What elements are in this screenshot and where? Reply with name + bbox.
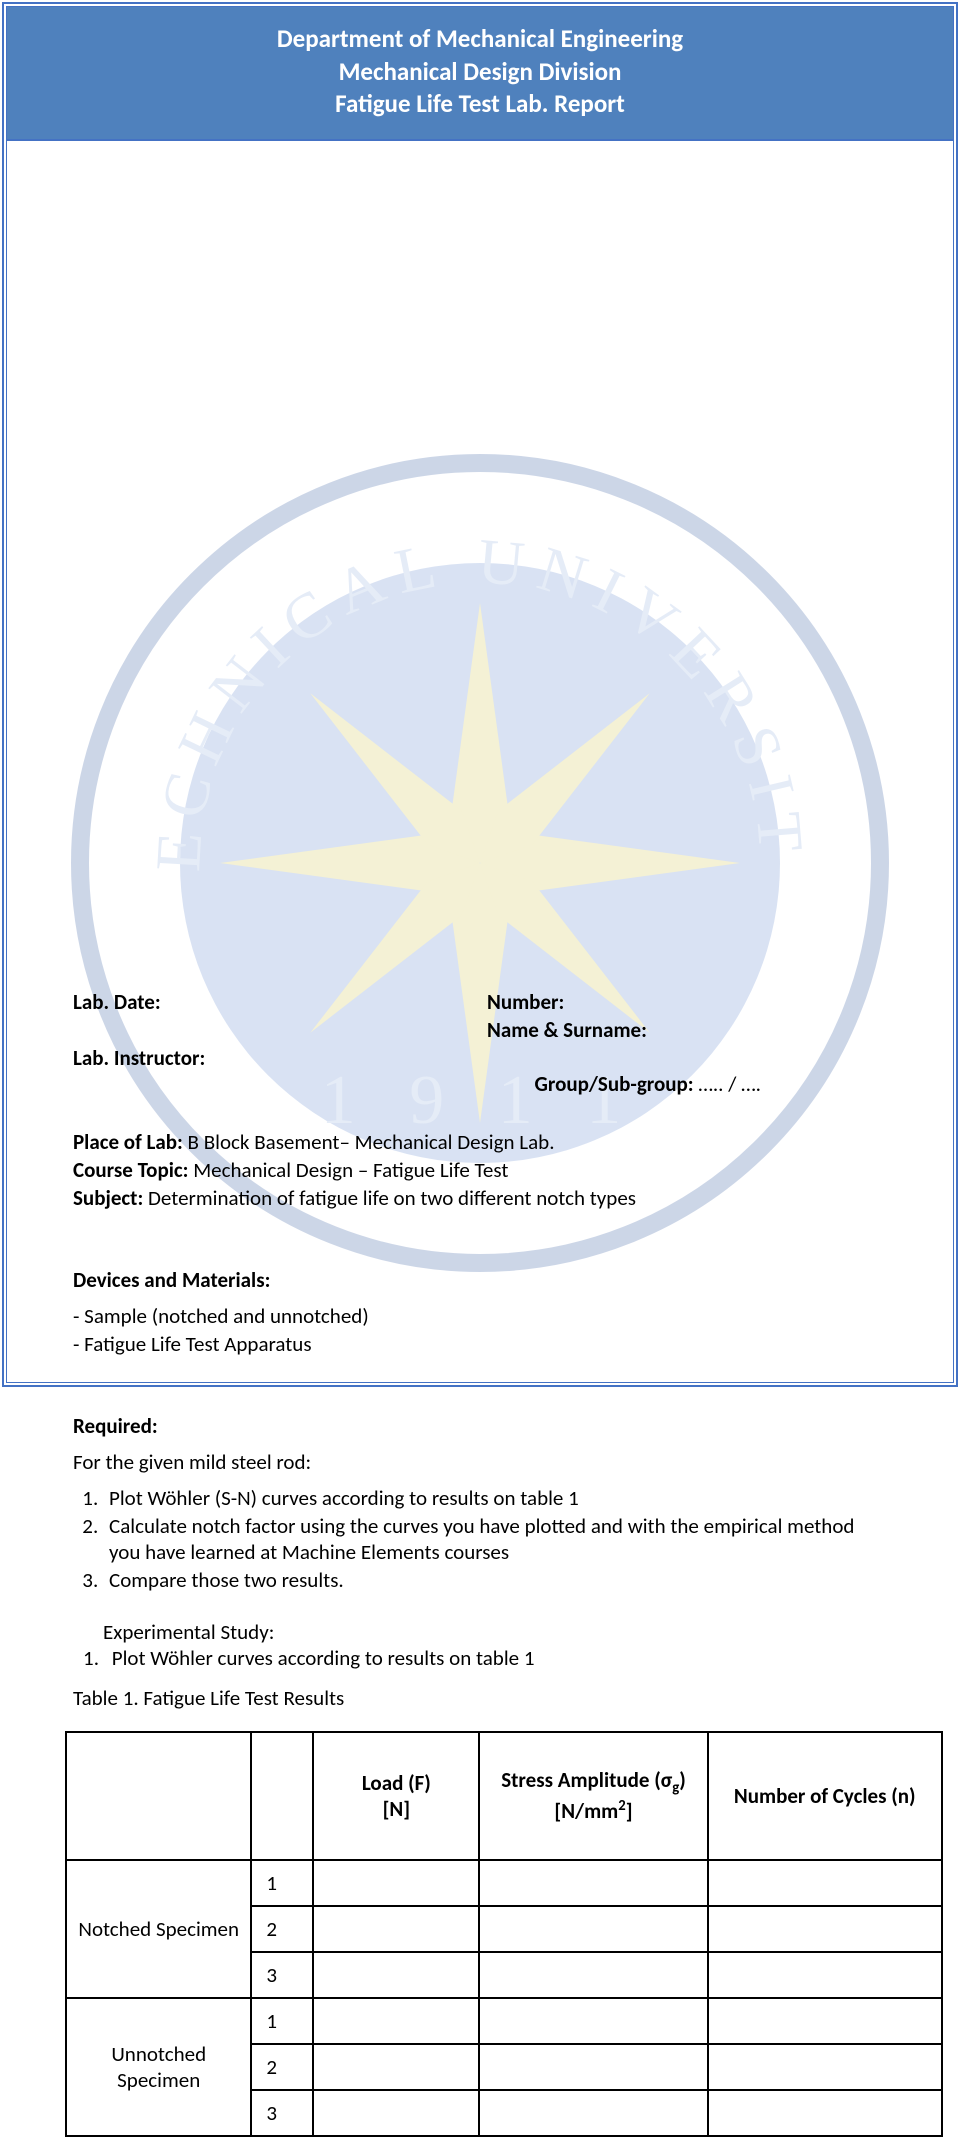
cell-load — [313, 1952, 479, 1998]
cell-cycles — [708, 2090, 943, 2136]
row-index: 3 — [251, 2090, 313, 2136]
cell-load — [313, 2044, 479, 2090]
place-value: B Block Basement– Mechanical Design Lab. — [188, 1129, 555, 1155]
stress-text-2a: [N/mm — [554, 1798, 618, 1824]
group-value: ….. / …. — [698, 1071, 761, 1097]
required-heading: Required: — [73, 1413, 887, 1439]
cell-stress — [479, 1998, 707, 2044]
required-list: Plot Wöhler (S-N) curves according to re… — [73, 1485, 887, 1593]
cell-cycles — [708, 1998, 943, 2044]
svg-text:TECHNICAL UNIVERSITY: TECHNICAL UNIVERSITY — [70, 453, 818, 873]
lab-date-label: Lab. Date: — [73, 989, 161, 1015]
cell-stress — [479, 2090, 707, 2136]
row-index: 2 — [251, 1906, 313, 1952]
row-index: 1 — [251, 1860, 313, 1906]
cell-stress — [479, 2044, 707, 2090]
table-caption: Table 1. Fatigue Life Test Results — [73, 1685, 887, 1711]
stress-text-1: Stress Amplitude (σ — [501, 1767, 672, 1793]
course-line: Course Topic: Mechanical Design – Fatigu… — [73, 1157, 887, 1183]
table-row: Notched Specimen 1 — [66, 1860, 942, 1906]
header-band: Department of Mechanical Engineering Mec… — [7, 7, 953, 141]
number-label: Number: — [487, 989, 887, 1015]
subject-label: Subject: — [73, 1185, 148, 1211]
group-label: Group/Sub-group: — [534, 1071, 698, 1097]
course-label: Course Topic: — [73, 1157, 193, 1183]
required-intro: For the given mild steel rod: — [73, 1449, 887, 1475]
info-row-2: Name & Surname: — [73, 1017, 887, 1043]
cell-cycles — [708, 1952, 943, 1998]
stress-text-1b: ) — [679, 1767, 686, 1793]
info-row-1: Lab. Date: Number: — [73, 989, 887, 1015]
cell-cycles — [708, 2044, 943, 2090]
cell-stress — [479, 1860, 707, 1906]
cell-load — [313, 1906, 479, 1952]
experimental-item-row: 1. Plot Wöhler curves according to resul… — [103, 1645, 887, 1671]
cell-stress — [479, 1952, 707, 1998]
header-line-1: Department of Mechanical Engineering — [7, 23, 953, 56]
required-item-2: Calculate notch factor using the curves … — [103, 1513, 887, 1565]
load-text-2: [N] — [383, 1796, 410, 1822]
name-surname-label: Name & Surname: — [487, 1017, 887, 1043]
place-line: Place of Lab: B Block Basement– Mechanic… — [73, 1129, 887, 1155]
table-header-blank-1 — [66, 1732, 251, 1860]
load-text-1: Load (F) — [362, 1770, 431, 1796]
cell-cycles — [708, 1906, 943, 1952]
place-label: Place of Lab: — [73, 1129, 188, 1155]
experimental-item-num: 1. — [73, 1645, 101, 1671]
results-table: Load (F) [N] Stress Amplitude (σg) [N/mm… — [65, 1731, 943, 2137]
cell-load — [313, 1860, 479, 1906]
row-index: 3 — [251, 1952, 313, 1998]
cell-stress — [479, 1906, 707, 1952]
stress-sub: g — [672, 1778, 679, 1796]
table-header-cycles: Number of Cycles (n) — [708, 1732, 943, 1860]
cell-cycles — [708, 1860, 943, 1906]
page-outer-frame: Department of Mechanical Engineering Mec… — [2, 2, 958, 1387]
page-inner-frame: Department of Mechanical Engineering Mec… — [6, 6, 954, 1383]
experimental-item-1: Plot Wöhler curves according to results … — [106, 1645, 535, 1671]
experimental-heading: Experimental Study: — [103, 1619, 887, 1645]
table-header-stress: Stress Amplitude (σg) [N/mm2] — [479, 1732, 707, 1860]
experimental-block: Experimental Study: 1. Plot Wöhler curve… — [73, 1619, 887, 1671]
table-row: Unnotched Specimen 1 — [66, 1998, 942, 2044]
devices-heading: Devices and Materials: — [73, 1267, 887, 1293]
device-item-2: - Fatigue Life Test Apparatus — [73, 1331, 887, 1357]
header-line-2: Mechanical Design Division — [7, 56, 953, 89]
row-index: 1 — [251, 1998, 313, 2044]
content-area: TECHNICAL UNIVERSITY 1 9 1 1 Lab. Date: — [7, 141, 953, 2137]
info-row-3: Lab. Instructor: Group/Sub-group: ….. / … — [73, 1045, 887, 1123]
subject-value: Determination of fatigue life on two dif… — [148, 1185, 636, 1211]
cell-load — [313, 1998, 479, 2044]
table-header-row: Load (F) [N] Stress Amplitude (σg) [N/mm… — [66, 1732, 942, 1860]
specimen-label-notched: Notched Specimen — [66, 1860, 251, 1998]
required-item-3: Compare those two results. — [103, 1567, 887, 1593]
subject-line: Subject: Determination of fatigue life o… — [73, 1185, 887, 1211]
stress-text-2b: ] — [626, 1798, 633, 1824]
device-item-1: - Sample (notched and unnotched) — [73, 1303, 887, 1329]
group-field: Group/Sub-group: ….. / …. — [487, 1045, 887, 1123]
row-index: 2 — [251, 2044, 313, 2090]
stress-sup: 2 — [618, 1796, 625, 1814]
course-value: Mechanical Design – Fatigue Life Test — [193, 1157, 508, 1183]
table-header-load: Load (F) [N] — [313, 1732, 479, 1860]
cell-load — [313, 2090, 479, 2136]
header-line-3: Fatigue Life Test Lab. Report — [7, 88, 953, 121]
instructor-label: Lab. Instructor: — [73, 1045, 205, 1123]
table-header-blank-2 — [251, 1732, 313, 1860]
specimen-label-unnotched: Unnotched Specimen — [66, 1998, 251, 2136]
required-item-1: Plot Wöhler (S-N) curves according to re… — [103, 1485, 887, 1511]
